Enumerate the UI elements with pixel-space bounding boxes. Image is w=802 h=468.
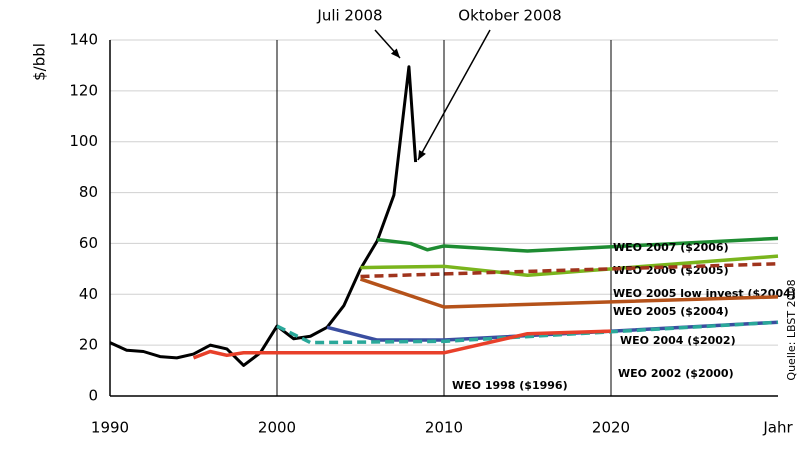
arrow-head <box>418 150 426 160</box>
y-tick-label: 120 <box>69 81 98 99</box>
series-line <box>377 236 779 253</box>
source: Quelle: LBST 2008 <box>785 279 798 380</box>
annotation: Juli 2008 <box>316 7 382 25</box>
y-tick-label: 0 <box>88 387 98 405</box>
series-label: WEO 2007 ($2006) <box>613 241 729 254</box>
x-tick-label: 2010 <box>425 419 463 437</box>
x-tick-label: 1990 <box>91 419 129 437</box>
series-line <box>192 329 612 360</box>
series-label: WEO 2002 ($2000) <box>618 367 734 380</box>
x-tick-label: 2000 <box>258 419 296 437</box>
series-label: WEO 2004 ($2002) <box>620 334 736 347</box>
y-axis-label: $/bbl <box>31 43 49 81</box>
y-tick-label: 20 <box>79 336 98 354</box>
y-tick-label: 60 <box>79 234 98 252</box>
y-tick-label: 100 <box>69 132 98 150</box>
series-label: WEO 1998 ($1996) <box>452 379 568 392</box>
y-tick-label: 140 <box>69 31 98 49</box>
series-line <box>359 277 779 309</box>
arrow-head <box>390 48 400 58</box>
series-line <box>360 254 779 277</box>
x-tick-label: 2020 <box>592 419 630 437</box>
series-label: WEO 2005 ($2004) <box>613 305 729 318</box>
y-tick-label: 40 <box>79 285 98 303</box>
y-tick-label: 80 <box>79 183 98 201</box>
series-line <box>109 65 418 367</box>
annotation: Oktober 2008 <box>458 7 561 25</box>
x-tick-label: Jahr <box>762 419 793 437</box>
annotation-arrow <box>417 29 491 161</box>
